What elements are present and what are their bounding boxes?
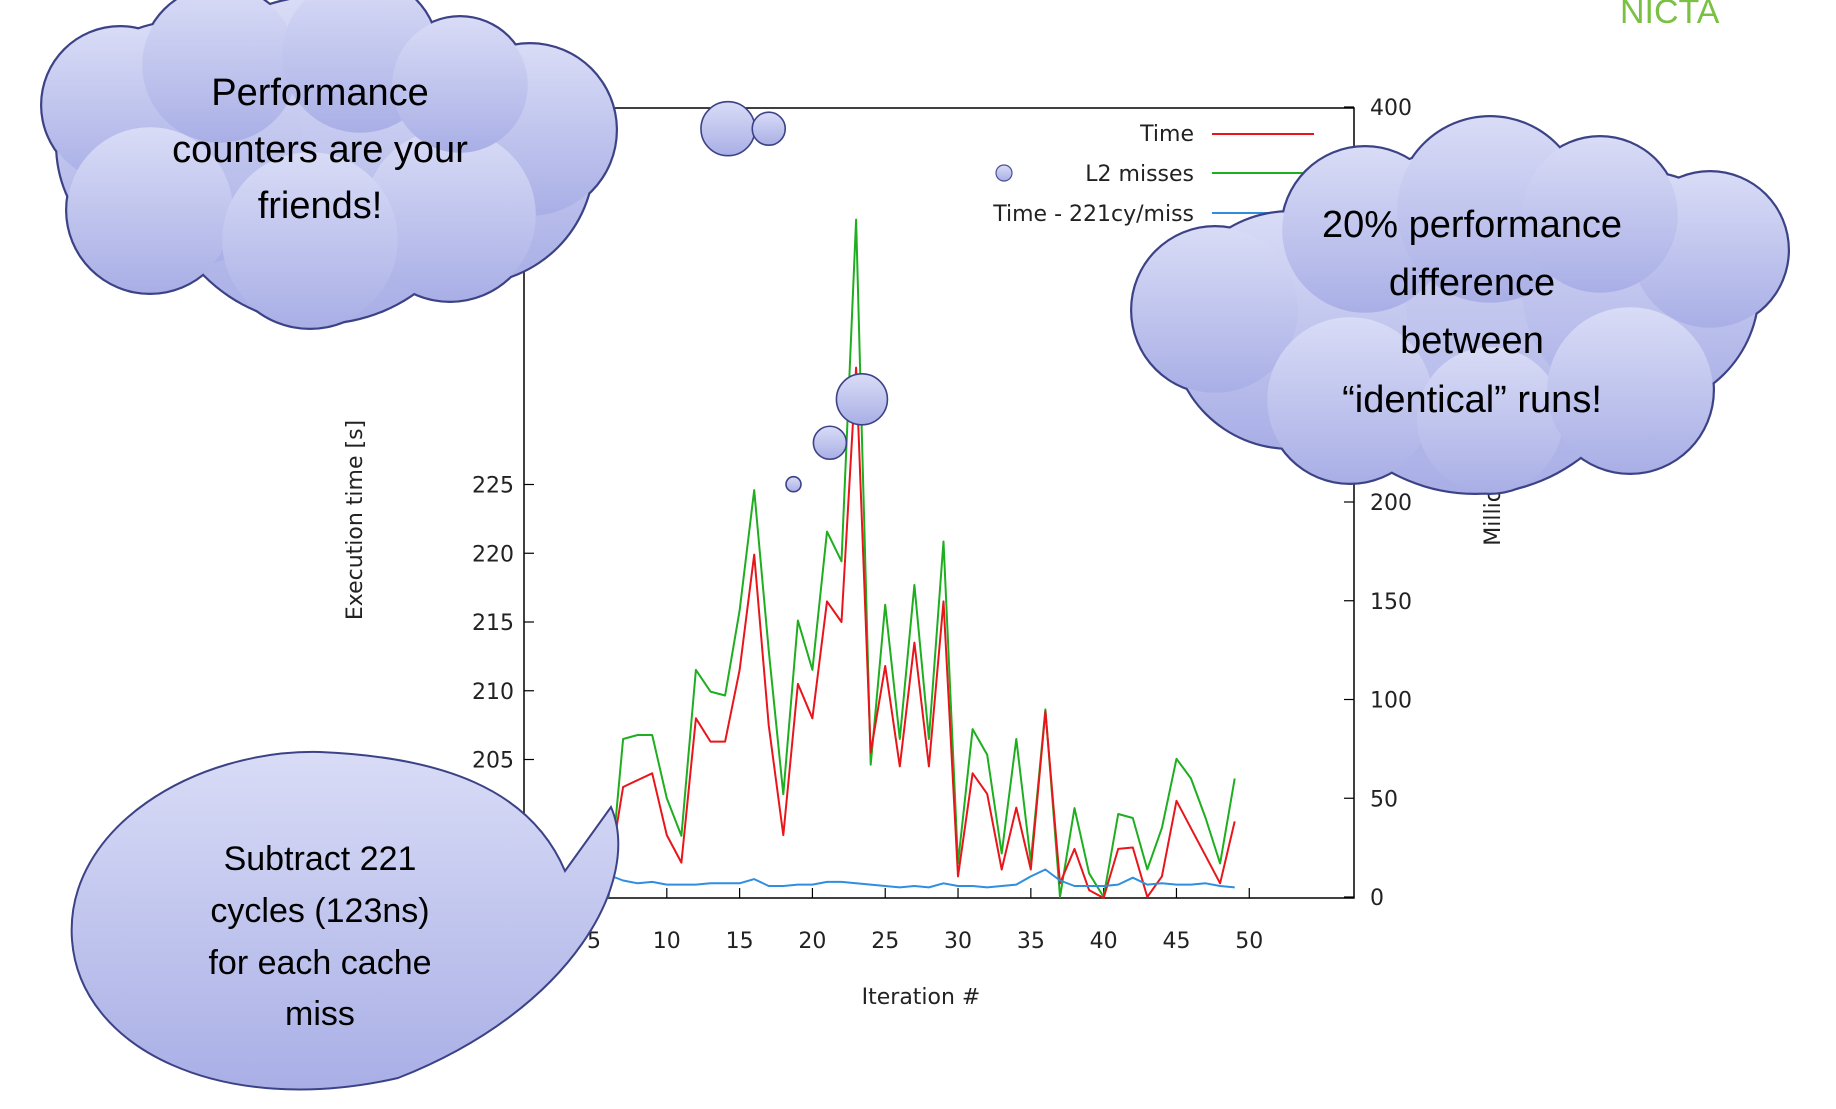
callout-line: miss bbox=[285, 995, 355, 1033]
y-tick-label: 225 bbox=[472, 474, 514, 499]
bubble-marker bbox=[835, 372, 889, 426]
cloud-puff bbox=[142, 0, 298, 143]
callout-line: Subtract 221 bbox=[224, 840, 417, 878]
series-l2-misses bbox=[523, 218, 1236, 898]
callout-line: difference bbox=[1389, 262, 1555, 304]
cloud-puff bbox=[1547, 307, 1713, 473]
callout-line: friends! bbox=[258, 185, 383, 227]
y2-tick-label: 200 bbox=[1370, 491, 1412, 516]
x-tick-label: 35 bbox=[1017, 929, 1045, 954]
cloud-puff bbox=[1132, 227, 1298, 393]
x-tick-label: 50 bbox=[1235, 929, 1263, 954]
legend-bubble-icon bbox=[995, 164, 1013, 182]
callout-bubble-bottom-left bbox=[70, 750, 620, 1091]
y-axis-right: 0 50 100 150 200 400 bbox=[1344, 96, 1412, 911]
legend: Time L2 misses Time - 221cy/miss bbox=[992, 122, 1314, 227]
x-axis-label: Iteration # bbox=[862, 985, 981, 1010]
legend-label-adjusted: Time - 221cy/miss bbox=[992, 202, 1194, 227]
x-tick-label: 45 bbox=[1162, 929, 1190, 954]
y2-tick-label: 400 bbox=[1370, 96, 1412, 121]
x-tick-label: 5 bbox=[587, 929, 601, 954]
bubble-marker bbox=[700, 100, 756, 157]
x-tick-label: 30 bbox=[944, 929, 972, 954]
y2-tick-label: 100 bbox=[1370, 689, 1412, 714]
bubble-marker bbox=[785, 475, 802, 493]
nicta-logo: NICTA bbox=[1620, 0, 1720, 31]
y2-tick-label: 50 bbox=[1370, 787, 1398, 812]
legend-label-time: Time bbox=[1139, 122, 1194, 147]
x-tick-label: 25 bbox=[871, 929, 899, 954]
series-time-adjusted bbox=[523, 868, 1235, 889]
x-tick-label: 40 bbox=[1090, 929, 1118, 954]
cloud-puff bbox=[1522, 137, 1678, 293]
cloud-puff bbox=[392, 17, 528, 153]
y-tick-label: 220 bbox=[472, 542, 514, 567]
callout-text-top-left: Performance counters are your friends! bbox=[172, 72, 468, 227]
series-time bbox=[523, 366, 1236, 899]
callout-cloud-right bbox=[1130, 115, 1790, 495]
cloud-puff bbox=[222, 152, 398, 328]
plot-frame bbox=[523, 107, 1355, 899]
callout-line: 20% performance bbox=[1322, 204, 1622, 246]
x-tick-label: 20 bbox=[798, 929, 826, 954]
callout-line: counters are your bbox=[172, 129, 468, 171]
legend-label-l2: L2 misses bbox=[1085, 162, 1194, 187]
cloud-puff bbox=[364, 129, 536, 301]
y-tick-label: 205 bbox=[472, 749, 514, 774]
bubble-marker bbox=[812, 425, 848, 461]
x-tick-label: 10 bbox=[653, 929, 681, 954]
series-layer bbox=[523, 218, 1236, 899]
y-tick-label: 210 bbox=[472, 680, 514, 705]
cloud-puff bbox=[67, 127, 233, 293]
y2-tick-label: 0 bbox=[1370, 886, 1384, 911]
bubble-marker bbox=[751, 111, 787, 147]
callout-text-bottom-left: Subtract 221 cycles (123ns) for each cac… bbox=[208, 840, 431, 1033]
callout-line: for each cache bbox=[208, 944, 431, 982]
cloud-puff bbox=[1417, 347, 1563, 493]
y-tick-label: 215 bbox=[472, 611, 514, 636]
cloud-puff bbox=[1267, 317, 1433, 483]
y-axis-label: Execution time [s] bbox=[343, 420, 368, 620]
callout-line: cycles (123ns) bbox=[210, 892, 429, 930]
callout-line: Performance bbox=[211, 72, 429, 114]
callout-line: “identical” runs! bbox=[1342, 379, 1602, 421]
callout-text-right: 20% performance difference between “iden… bbox=[1322, 204, 1622, 421]
callout-line: between bbox=[1400, 320, 1544, 362]
x-axis: 5 10 15 20 25 30 35 40 45 50 bbox=[587, 888, 1263, 954]
speech-bubble-shape bbox=[70, 750, 620, 1091]
callout-cloud-top-left bbox=[40, 0, 618, 330]
bubble-layer bbox=[700, 100, 889, 493]
x-tick-label: 15 bbox=[726, 929, 754, 954]
y2-tick-label: 150 bbox=[1370, 590, 1412, 615]
